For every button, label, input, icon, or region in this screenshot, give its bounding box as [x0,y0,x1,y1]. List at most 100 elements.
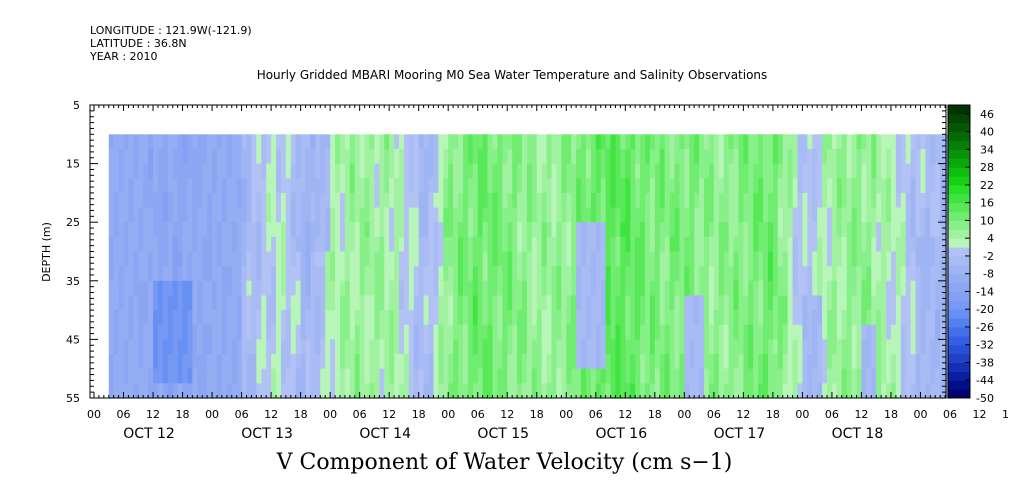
heatmap-cell [915,207,922,223]
heatmap-cell [812,310,818,326]
heatmap-cell [699,236,705,253]
heatmap-cell [344,192,351,209]
heatmap-cell [418,368,425,384]
heatmap-cell [649,266,656,282]
heatmap-cell [197,295,203,311]
heatmap-cell [694,236,700,253]
heatmap-cell [369,222,376,238]
heatmap-cell [763,354,769,370]
heatmap-cell [890,324,897,340]
heatmap-cell [276,280,282,297]
heatmap-cell [615,368,621,384]
heatmap-cell [635,368,641,384]
heatmap-cell [276,354,282,370]
heatmap-cell [704,222,710,238]
heatmap-cell [905,134,912,150]
heatmap-cell [167,354,174,370]
heatmap-cell [349,192,356,209]
heatmap-cell [458,354,464,370]
heatmap-cell [728,236,735,253]
heatmap-cell [792,222,799,238]
heatmap-cell [118,295,125,311]
heatmap-cell [881,383,887,399]
heatmap-cell [477,222,484,238]
heatmap-cell [866,310,872,326]
heatmap-cell [871,295,877,311]
heatmap-cell [443,354,449,370]
heatmap-cell [576,192,582,209]
heatmap-cell [157,148,164,165]
heatmap-cell [827,192,833,209]
heatmap-cell [399,310,405,326]
heatmap-cell [635,236,641,253]
heatmap-cell [187,163,193,179]
heatmap-cell [384,383,390,399]
heatmap-cell [822,134,828,150]
heatmap-cell [349,324,356,340]
heatmap-cell [600,178,607,194]
heatmap-cell [108,383,115,399]
heatmap-cell [246,163,253,179]
y-tick-label: 35 [66,275,80,288]
heatmap-cell [182,383,189,399]
heatmap-cell [925,192,931,209]
heatmap-cell [502,236,508,253]
heatmap-cell [871,192,877,209]
heatmap-cell [462,295,469,311]
heatmap-cell [236,192,243,209]
heatmap-cell [694,310,700,326]
colorbar-segment [948,335,970,346]
heatmap-cell [851,236,858,253]
heatmap-cell [236,324,243,340]
heatmap-cell [733,383,740,399]
heatmap-cell [718,236,725,253]
heatmap-cell [846,354,853,370]
heatmap-cell [251,207,257,223]
colorbar-label: 10 [980,214,994,227]
heatmap-cell [866,339,872,355]
heatmap-cell [438,266,444,282]
heatmap-cell [674,339,681,355]
heatmap-cell [315,266,321,282]
heatmap-cell [817,266,823,282]
heatmap-cell [679,324,685,340]
heatmap-cell [935,383,941,399]
heatmap-cell [649,236,656,253]
heatmap-cell [207,339,213,355]
heatmap-cell [118,134,125,150]
heatmap-cell [728,280,735,297]
heatmap-cell [438,134,444,150]
heatmap-cell [197,134,203,150]
heatmap-cell [487,192,494,209]
heatmap-cell [782,310,789,326]
heatmap-cell [167,295,174,311]
heatmap-cell [777,310,784,326]
heatmap-cell [153,324,159,340]
heatmap-cell [310,354,316,370]
heatmap-cell [172,178,179,194]
heatmap-cell [438,148,444,165]
heatmap-cell [895,134,902,150]
heatmap-cell [566,339,572,355]
heatmap-cell [910,134,917,150]
heatmap-cell [300,266,307,282]
heatmap-cell [477,207,484,223]
heatmap-cell [226,192,233,209]
heatmap-cell [153,354,159,370]
heatmap-cell [699,192,705,209]
heatmap-cell [443,163,449,179]
heatmap-cell [679,207,685,223]
heatmap-cell [369,295,376,311]
heatmap-cell [177,383,184,399]
heatmap-cell [940,368,946,384]
heatmap-cell [576,295,582,311]
heatmap-cell [827,310,833,326]
heatmap-cell [374,251,380,267]
heatmap-cell [836,266,843,282]
heatmap-cell [856,310,863,326]
x-tick-label: 06 [707,408,721,421]
heatmap-cell [364,280,371,297]
heatmap-cell [310,266,316,282]
heatmap-cell [433,266,439,282]
x-tick-label: 00 [795,408,809,421]
